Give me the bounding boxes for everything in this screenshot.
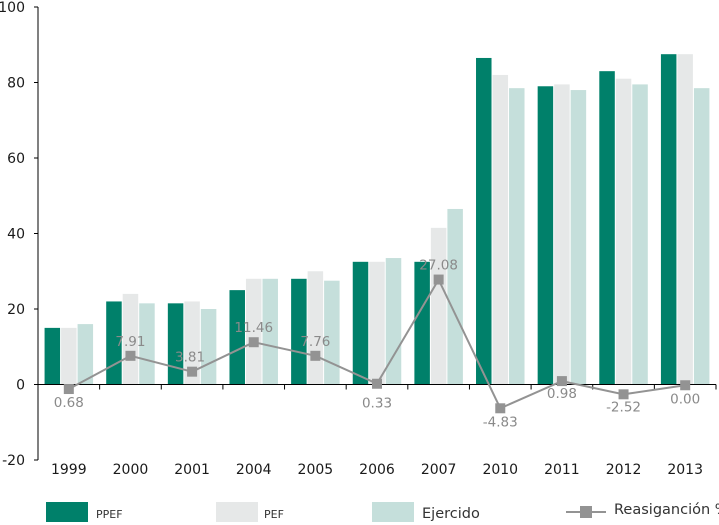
- y-tick-label: 40: [7, 227, 25, 243]
- bar-ppef-2006: [352, 261, 369, 385]
- bar-ejercido-2004: [262, 278, 278, 385]
- bar-ejercido-2001: [200, 309, 217, 385]
- data-label-reasignacion-2001: 3.81: [175, 350, 205, 366]
- data-label-reasignacion-2004: 11.46: [234, 320, 273, 336]
- point-reasignacion-2004: [248, 337, 259, 348]
- data-label-reasignacion-2013: 0.00: [670, 391, 700, 407]
- bar-ppef-2005: [291, 278, 307, 385]
- bar-pef-2007: [430, 227, 447, 385]
- bar-ejercido-2010: [509, 88, 525, 385]
- y-tick-label: 20: [7, 302, 25, 318]
- data-label-reasignacion-2005: 7.76: [300, 334, 330, 350]
- legend-swatch-ppef: [46, 502, 88, 522]
- bar-ppef-1999: [44, 327, 61, 385]
- x-tick-label: 2010: [482, 462, 518, 478]
- bar-pef-2013: [677, 54, 693, 385]
- bar-pef-2001: [184, 301, 200, 385]
- legend-label-reasignacion: Reasiganción %: [614, 502, 719, 518]
- data-label-reasignacion-2012: -2.52: [606, 399, 641, 415]
- point-reasignacion-2010: [495, 403, 506, 414]
- legend-label-ejercido: Ejercido: [422, 506, 480, 522]
- bar-ejercido-2007: [447, 208, 463, 385]
- x-tick-label: 2011: [544, 462, 580, 478]
- bar-ejercido-2012: [632, 84, 648, 385]
- x-tick-label: 2007: [421, 462, 457, 478]
- x-tick-label: 2012: [606, 462, 642, 478]
- data-label-reasignacion-2000: 7.91: [115, 334, 145, 350]
- bar-ejercido-1999: [77, 324, 94, 385]
- bar-pef-2011: [554, 84, 570, 385]
- bar-ejercido-2013: [693, 88, 710, 385]
- bar-ppef-2013: [660, 54, 677, 385]
- point-reasignacion-2001: [187, 366, 198, 377]
- bar-ppef-2011: [537, 86, 554, 385]
- legend-swatch-pef: [216, 502, 258, 522]
- bar-ejercido-2006: [385, 258, 402, 385]
- data-label-reasignacion-2007: 27.08: [419, 258, 458, 274]
- point-reasignacion-2007: [433, 274, 444, 285]
- bar-ppef-2010: [476, 57, 492, 385]
- data-label-reasignacion-2010: -4.83: [483, 414, 518, 430]
- bar-ppef-2001: [167, 303, 184, 385]
- legend-label-ppef: PPEF: [96, 508, 123, 521]
- y-tick-label: 0: [16, 378, 25, 394]
- data-label-reasignacion-2011: 0.98: [547, 386, 577, 402]
- x-tick-label: 2004: [236, 462, 272, 478]
- legend: PPEF PEF Ejercido Reasiganción %: [46, 502, 719, 522]
- x-tick-label: 2001: [174, 462, 210, 478]
- legend-swatch-ejercido: [372, 502, 414, 522]
- data-label-reasignacion-2006: 0.33: [362, 396, 392, 412]
- point-reasignacion-2006: [372, 378, 382, 389]
- legend-label-pef: PEF: [264, 508, 284, 521]
- x-tick-label: 2000: [113, 462, 149, 478]
- bar-ejercido-2011: [570, 90, 587, 385]
- point-reasignacion-2013: [680, 380, 691, 391]
- x-tick-label: 2005: [298, 462, 334, 478]
- y-tick-label: 80: [7, 76, 25, 92]
- y-tick-label: 60: [7, 151, 25, 167]
- bar-pef-2010: [492, 74, 509, 385]
- bar-pef-2006: [369, 261, 385, 385]
- point-reasignacion-2011: [556, 376, 567, 387]
- bar-pef-2005: [307, 271, 324, 385]
- bar-ejercido-2005: [324, 280, 340, 385]
- line-layer: [63, 274, 691, 414]
- y-tick-label: -20: [2, 453, 25, 469]
- bar-ejercido-2000: [139, 303, 155, 385]
- bar-ppef-2007: [414, 261, 430, 385]
- bar-pef-2012: [615, 78, 632, 385]
- point-reasignacion-2000: [125, 350, 136, 361]
- y-tick-label: 100: [0, 0, 25, 16]
- bar-ppef-2012: [599, 71, 615, 385]
- labels-layer: 0.68 7.91 3.81 11.46 7.76 0.33 27.08 -4.83 0.98 -…: [54, 258, 700, 431]
- bar-pef-2000: [122, 293, 139, 385]
- bar-ppef-2004: [229, 290, 245, 385]
- x-tick-label: 2006: [359, 462, 395, 478]
- point-reasignacion-2005: [310, 350, 321, 361]
- point-reasignacion-2012: [618, 389, 629, 400]
- axes-layer: -20 0 20 40 60 80 100 1999 2000 2001 2004 2005 2006 2…: [0, 0, 717, 478]
- bar-pef-2004: [245, 278, 262, 385]
- data-label-reasignacion-1999: 0.68: [54, 395, 84, 411]
- bar-pef-1999: [61, 327, 77, 385]
- x-tick-label: 1999: [51, 462, 87, 478]
- x-tick-label: 2013: [667, 462, 703, 478]
- legend-marker-reasignacion: [580, 506, 592, 518]
- point-reasignacion-1999: [63, 384, 74, 395]
